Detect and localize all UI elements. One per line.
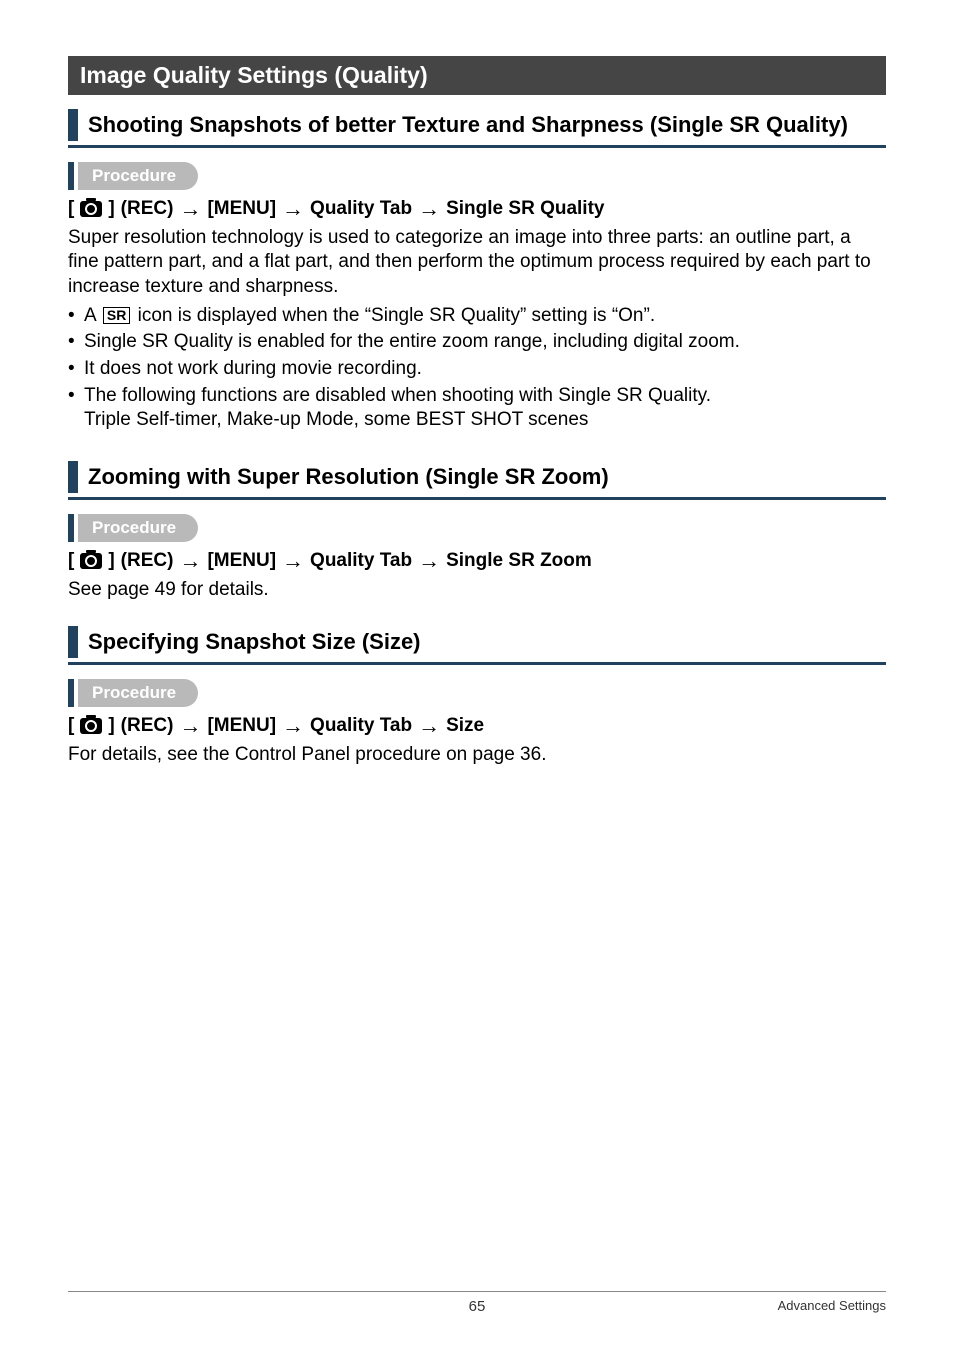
menu-path-size: [ ] (REC) → [MENU] → Quality Tab → Size [68, 715, 886, 737]
size-body: For details, see the Control Panel proce… [68, 743, 886, 768]
heading-size: Specifying Snapshot Size (Size) [68, 626, 886, 665]
procedure-label: Procedure [92, 518, 176, 538]
procedure-pill: Procedure [78, 679, 198, 707]
arrow-icon: → [418, 198, 440, 220]
heading-underline [68, 497, 886, 500]
arrow-icon: → [179, 715, 201, 737]
heading-accent-bar [68, 461, 78, 493]
arrow-icon: → [418, 715, 440, 737]
bullet-text-line1: The following functions are disabled whe… [84, 384, 886, 409]
procedure-pill: Procedure [78, 514, 198, 542]
procedure-tick [68, 162, 74, 190]
camera-icon [80, 201, 102, 217]
heading-sr-zoom: Zooming with Super Resolution (Single SR… [68, 461, 886, 500]
bullet-item: Single SR Quality is enabled for the ent… [68, 330, 886, 355]
heading-text: Zooming with Super Resolution (Single SR… [88, 461, 609, 493]
path-menu: [MENU] [207, 550, 276, 572]
heading-accent-bar [68, 626, 78, 658]
heading-accent-bar [68, 109, 78, 141]
bullet-text-line2: Triple Self-timer, Make-up Mode, some BE… [84, 408, 886, 433]
procedure-tick [68, 679, 74, 707]
camera-icon [80, 553, 102, 569]
path-rec: (REC) [121, 198, 174, 220]
bullet-text-pre: A [84, 305, 101, 326]
path-rec: (REC) [121, 715, 174, 737]
bullet-text: Single SR Quality is enabled for the ent… [84, 331, 740, 352]
path-menu: [MENU] [207, 198, 276, 220]
bullet-text: It does not work during movie recording. [84, 358, 422, 379]
path-menu: [MENU] [207, 715, 276, 737]
path-tab: Quality Tab [310, 550, 412, 572]
camera-icon [80, 718, 102, 734]
bracket-open: [ [68, 550, 74, 572]
bracket-open: [ [68, 715, 74, 737]
heading-text: Shooting Snapshots of better Texture and… [88, 109, 848, 141]
sr-box-icon: SR [103, 307, 130, 324]
arrow-icon: → [179, 198, 201, 220]
arrow-icon: → [282, 198, 304, 220]
bullet-item: The following functions are disabled whe… [68, 384, 886, 433]
procedure-label: Procedure [92, 166, 176, 186]
menu-path-sr-quality: [ ] (REC) → [MENU] → Quality Tab → Singl… [68, 198, 886, 220]
bullet-text-post: icon is displayed when the “Single SR Qu… [132, 305, 655, 326]
page-footer: 65 Advanced Settings [68, 1291, 886, 1313]
heading-sr-quality: Shooting Snapshots of better Texture and… [68, 109, 886, 148]
procedure-label: Procedure [92, 683, 176, 703]
bracket-open: [ [68, 198, 74, 220]
sr-quality-intro: Super resolution technology is used to c… [68, 226, 886, 300]
arrow-icon: → [282, 550, 304, 572]
heading-text: Specifying Snapshot Size (Size) [88, 626, 421, 658]
procedure-pill-row: Procedure [68, 162, 886, 190]
bracket-close: ] [108, 715, 114, 737]
heading-underline [68, 662, 886, 665]
path-tab: Quality Tab [310, 715, 412, 737]
arrow-icon: → [179, 550, 201, 572]
bullet-item: It does not work during movie recording. [68, 357, 886, 382]
path-target: Size [446, 715, 484, 737]
arrow-icon: → [282, 715, 304, 737]
bullet-item: A SR icon is displayed when the “Single … [68, 304, 886, 329]
path-tab: Quality Tab [310, 198, 412, 220]
arrow-icon: → [418, 550, 440, 572]
menu-path-sr-zoom: [ ] (REC) → [MENU] → Quality Tab → Singl… [68, 550, 886, 572]
heading-underline [68, 145, 886, 148]
path-target: Single SR Zoom [446, 550, 592, 572]
procedure-tick [68, 514, 74, 542]
sr-quality-bullets: A SR icon is displayed when the “Single … [68, 304, 886, 433]
section-title-bar: Image Quality Settings (Quality) [68, 56, 886, 95]
page-number: 65 [469, 1298, 486, 1315]
bracket-close: ] [108, 198, 114, 220]
sr-zoom-body: See page 49 for details. [68, 578, 886, 603]
path-target: Single SR Quality [446, 198, 604, 220]
procedure-pill-row: Procedure [68, 679, 886, 707]
procedure-pill: Procedure [78, 162, 198, 190]
footer-section: Advanced Settings [778, 1298, 886, 1313]
procedure-pill-row: Procedure [68, 514, 886, 542]
bracket-close: ] [108, 550, 114, 572]
section-title: Image Quality Settings (Quality) [80, 62, 428, 88]
path-rec: (REC) [121, 550, 174, 572]
footer-divider [68, 1291, 886, 1292]
